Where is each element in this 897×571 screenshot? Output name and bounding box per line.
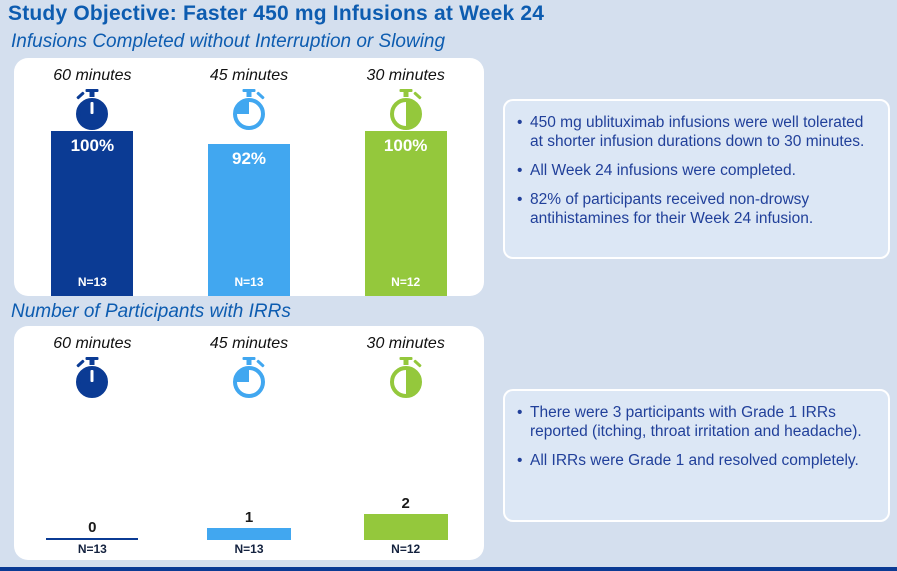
column-header-60min: 60 minutes [53, 335, 132, 352]
bar-n-label: N=12 [391, 275, 421, 289]
column-header-45min: 45 minutes [209, 335, 289, 352]
bar-60min: 100% N=13 [51, 131, 134, 296]
bar-n-label: N=13 [77, 542, 107, 556]
chart1-column-30min: 30 minutes 100% N=12 [327, 58, 484, 296]
bar-n-label: N=13 [234, 542, 264, 556]
bar-n-label: N=12 [391, 542, 421, 556]
irr-count-label: 1 [244, 509, 254, 526]
footer-accent-bar [0, 567, 897, 571]
infusions-bullet-list: 450 mg ublituximab infusions were well t… [514, 114, 878, 229]
chart2-column-30min: 30 minutes 2 N=12 [327, 326, 484, 560]
irr-count-label: 0 [88, 519, 97, 536]
column-header-45min: 45 minutes [209, 67, 289, 84]
section-title-infusions: Infusions Completed without Interruption… [11, 31, 446, 52]
stopwatch-60-icon [74, 89, 110, 131]
column-header-30min: 30 minutes [366, 67, 445, 84]
bar-value-label: 100% [383, 136, 428, 155]
column-header-60min: 60 minutes [53, 67, 132, 84]
stopwatch-45-icon [231, 89, 267, 131]
chart1-column-60min: 60 minutes 100% N=13 [14, 58, 171, 296]
chart2-column-45min: 45 minutes 1 N=13 [171, 326, 328, 560]
irr-bar-30min [363, 514, 448, 540]
bullet-item: There were 3 participants with Grade 1 I… [514, 404, 878, 442]
irr-bullet-list: There were 3 participants with Grade 1 I… [514, 404, 878, 471]
chart1-column-45min: 45 minutes 92% N=13 [171, 58, 328, 296]
bar-n-label: N=13 [77, 275, 107, 289]
page-title: Study Objective: Faster 450 mg Infusions… [8, 2, 545, 25]
section-title-irrs: Number of Participants with IRRs [11, 301, 291, 322]
bar-value-label: 100% [70, 136, 115, 155]
infusions-notes-box: 450 mg ublituximab infusions were well t… [503, 99, 890, 259]
irr-count-label: 2 [401, 495, 410, 512]
stopwatch-30-icon [388, 89, 424, 131]
irr-bar-45min [207, 528, 291, 540]
stopwatch-30-icon [388, 357, 424, 399]
bullet-item: 450 mg ublituximab infusions were well t… [514, 114, 878, 152]
bullet-item: All Week 24 infusions were completed. [514, 162, 878, 181]
infusions-chart-panel: 60 minutes 100% N=13 45 minutes 92% N=13 [14, 58, 484, 296]
stopwatch-60-icon [74, 357, 110, 399]
bar-30min: 100% N=12 [364, 131, 447, 296]
irr-notes-box: There were 3 participants with Grade 1 I… [503, 389, 890, 522]
bullet-item: 82% of participants received non-drowsy … [514, 191, 878, 229]
column-header-30min: 30 minutes [366, 335, 445, 352]
chart2-column-60min: 60 minutes 0 N=13 [14, 326, 171, 560]
irr-bar-60min [46, 538, 139, 540]
bar-value-label: 92% [231, 149, 267, 168]
irr-chart-panel: 60 minutes 0 N=13 45 minutes 1 N=13 30 m… [14, 326, 484, 560]
stopwatch-45-icon [231, 357, 267, 399]
bullet-item: All IRRs were Grade 1 and resolved compl… [514, 452, 878, 471]
bar-n-label: N=13 [234, 275, 264, 289]
bar-45min: 92% N=13 [208, 144, 290, 296]
